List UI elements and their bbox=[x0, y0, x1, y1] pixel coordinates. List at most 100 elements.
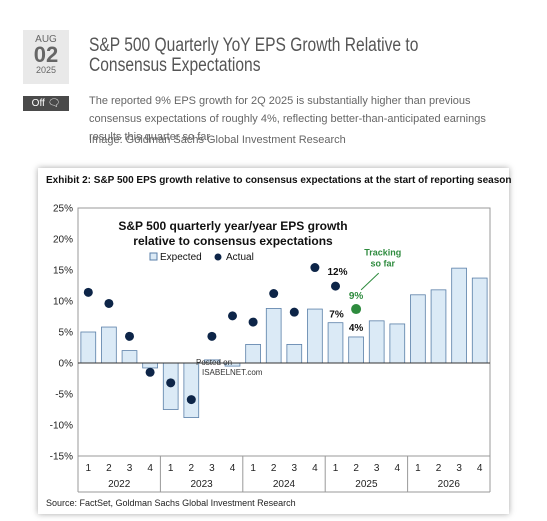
y-tick-label: 0% bbox=[59, 359, 74, 370]
expected-bar bbox=[265, 308, 282, 364]
label-12pct: 12% bbox=[327, 267, 347, 278]
actual-point bbox=[228, 311, 237, 321]
tracking-arrow bbox=[360, 272, 380, 291]
x-year-label: 2026 bbox=[438, 479, 461, 490]
chart-title-line1: S&P 500 quarterly year/year EPS growth bbox=[118, 219, 347, 233]
x-year-label: 2025 bbox=[355, 479, 378, 490]
x-tick-label: 4 bbox=[395, 463, 401, 474]
date-month: AUG bbox=[35, 34, 57, 45]
legend-expected-swatch bbox=[149, 252, 158, 261]
actual-point bbox=[145, 367, 155, 377]
x-tick-label: 4 bbox=[477, 463, 483, 474]
actual-point bbox=[269, 289, 279, 299]
image-credit: Image: Goldman Sachs Global Investment R… bbox=[89, 134, 346, 146]
y-tick-label: 20% bbox=[53, 235, 73, 246]
x-tick-label: 3 bbox=[456, 463, 462, 474]
date-year: 2025 bbox=[35, 65, 57, 75]
label-9pct: 9% bbox=[349, 291, 364, 302]
x-tick-label: 3 bbox=[374, 463, 380, 474]
expected-bar bbox=[368, 320, 385, 364]
legend-actual-marker bbox=[214, 253, 222, 261]
label-7pct: 7% bbox=[329, 310, 344, 321]
comments-label: Off bbox=[31, 98, 45, 109]
x-tick-label: 4 bbox=[230, 463, 236, 474]
y-tick-label: -10% bbox=[50, 421, 73, 432]
expected-bar bbox=[307, 308, 323, 364]
expected-bar bbox=[183, 362, 200, 418]
x-year-label: 2023 bbox=[190, 479, 213, 490]
y-tick-label: 15% bbox=[53, 266, 73, 277]
x-tick-label: 1 bbox=[168, 463, 174, 474]
x-tick-label: 1 bbox=[86, 463, 92, 474]
label-4pct: 4% bbox=[349, 323, 364, 334]
expected-bar bbox=[121, 350, 138, 364]
post-title[interactable]: S&P 500 Quarterly YoY EPS Growth Relativ… bbox=[89, 35, 419, 76]
expected-bar bbox=[348, 336, 364, 364]
watermark-isabelnet: ISABELNET.com bbox=[202, 368, 263, 377]
y-tick-label: 10% bbox=[53, 297, 73, 308]
x-year-label: 2024 bbox=[273, 479, 296, 490]
x-tick-label: 1 bbox=[250, 463, 256, 474]
expected-bar bbox=[286, 343, 303, 364]
actual-point bbox=[186, 395, 196, 405]
legend-expected-label: Expected bbox=[160, 252, 202, 263]
x-tick-label: 1 bbox=[333, 463, 339, 474]
eps-growth-chart: S&P 500 quarterly year/year EPS growth r… bbox=[50, 204, 491, 493]
y-tick-label: 5% bbox=[59, 328, 74, 339]
actual-point bbox=[125, 331, 134, 341]
x-tick-label: 2 bbox=[189, 463, 195, 474]
expected-bar bbox=[80, 331, 97, 364]
legend-actual-label: Actual bbox=[226, 252, 254, 263]
x-tick-label: 2 bbox=[106, 463, 112, 474]
expected-bar bbox=[101, 326, 117, 364]
y-axis: 25% 20% 15% 10% 5% 0% -5% -10% -15% bbox=[50, 204, 73, 463]
expected-bar bbox=[142, 362, 158, 369]
x-tick-label: 3 bbox=[209, 463, 215, 474]
exhibit-figure: Exhibit 2: S&P 500 EPS growth relative t… bbox=[38, 168, 512, 514]
expected-bar bbox=[451, 267, 467, 364]
chart-title-line2: relative to consensus expectations bbox=[133, 234, 333, 248]
actual-point bbox=[104, 298, 114, 308]
actual-point bbox=[310, 263, 320, 273]
date-day: 02 bbox=[33, 42, 59, 67]
watermark-posted-on: Posted on bbox=[196, 358, 232, 367]
actual-point bbox=[331, 281, 340, 291]
expected-bar bbox=[471, 277, 488, 364]
actual-point bbox=[207, 331, 217, 341]
x-year-label: 2022 bbox=[108, 479, 131, 490]
x-axis: 1 2 3 4 1 2 3 4 1 2 3 4 1 2 3 4 1 2 3 4 2022 2023 2024 2025 2026 bbox=[77, 456, 491, 493]
expected-bar bbox=[327, 322, 344, 364]
x-tick-label: 2 bbox=[271, 463, 277, 474]
exhibit-header: Exhibit 2: S&P 500 EPS growth relative t… bbox=[46, 175, 512, 186]
x-tick-label: 2 bbox=[353, 463, 359, 474]
actual-point bbox=[248, 317, 258, 327]
post-description: The reported 9% EPS growth for 2Q 2025 i… bbox=[89, 95, 486, 143]
actual-point bbox=[166, 378, 176, 388]
actual-markers bbox=[83, 263, 362, 405]
tracking-point bbox=[351, 304, 362, 315]
expected-bar bbox=[389, 323, 406, 364]
x-tick-label: 4 bbox=[312, 463, 318, 474]
x-tick-label: 1 bbox=[415, 463, 421, 474]
x-tick-label: 3 bbox=[292, 463, 298, 474]
y-tick-label: -5% bbox=[55, 390, 73, 401]
label-tracking-line1: Tracking bbox=[364, 248, 401, 258]
x-tick-label: 4 bbox=[147, 463, 153, 474]
x-tick-label: 2 bbox=[436, 463, 442, 474]
comments-badge[interactable]: Off 🗨 bbox=[23, 96, 69, 111]
y-tick-label: -15% bbox=[50, 452, 73, 463]
actual-point bbox=[83, 287, 93, 297]
expected-bar bbox=[410, 294, 426, 364]
label-tracking-line2: so far bbox=[370, 258, 395, 268]
expected-bars bbox=[80, 267, 488, 418]
expected-bar bbox=[245, 343, 261, 364]
y-tick-label: 25% bbox=[53, 204, 73, 215]
x-tick-label: 3 bbox=[127, 463, 133, 474]
exhibit-source: Source: FactSet, Goldman Sachs Global In… bbox=[46, 498, 296, 508]
post-date-badge: AUG 02 2025 bbox=[23, 30, 69, 84]
plot-area-border bbox=[77, 207, 491, 457]
expected-bar bbox=[430, 289, 447, 364]
comment-bubble-icon: 🗨 bbox=[47, 98, 61, 109]
actual-point bbox=[289, 307, 299, 317]
